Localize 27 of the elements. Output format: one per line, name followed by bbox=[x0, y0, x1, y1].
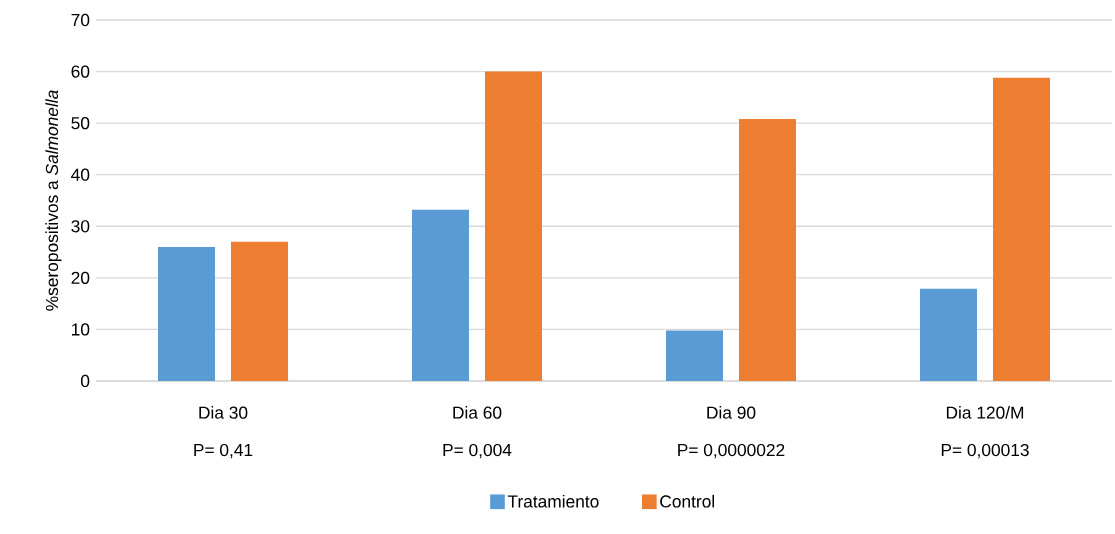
y-tick-label: 60 bbox=[71, 65, 90, 78]
text: P= 0,41 bbox=[194, 443, 253, 459]
y-tick-label: 10 bbox=[72, 323, 90, 336]
bar bbox=[158, 246, 216, 381]
bar bbox=[739, 119, 796, 381]
legend-label: Control bbox=[660, 494, 715, 508]
bar bbox=[993, 77, 1050, 381]
text: P= 0,00013 bbox=[941, 443, 1029, 459]
bar bbox=[412, 209, 469, 381]
y-tick-label: 70 bbox=[71, 13, 90, 27]
bar bbox=[920, 288, 977, 381]
legend-label: Tratamiento bbox=[507, 494, 599, 508]
text: P= 0,004 bbox=[443, 443, 512, 459]
x-tick-label: Dia 60 bbox=[453, 406, 502, 419]
y-tick-label: 40 bbox=[71, 168, 90, 181]
y-tick-label: 20 bbox=[71, 271, 90, 284]
bar bbox=[666, 330, 723, 381]
y-axis-title: %seropositivos a Salmonella bbox=[45, 90, 62, 311]
y-tick-label: 0 bbox=[80, 374, 90, 388]
x-tick-label: Dia 30 bbox=[199, 406, 248, 419]
x-tick-label: Dia 120/M bbox=[946, 406, 1024, 419]
x-tick-label: Dia 90 bbox=[707, 406, 756, 419]
y-tick-label: 30 bbox=[71, 220, 90, 233]
bar bbox=[485, 71, 542, 381]
y-tick-label: 50 bbox=[71, 116, 90, 130]
bar bbox=[231, 241, 289, 381]
text: P= 0,0000022 bbox=[678, 443, 785, 459]
